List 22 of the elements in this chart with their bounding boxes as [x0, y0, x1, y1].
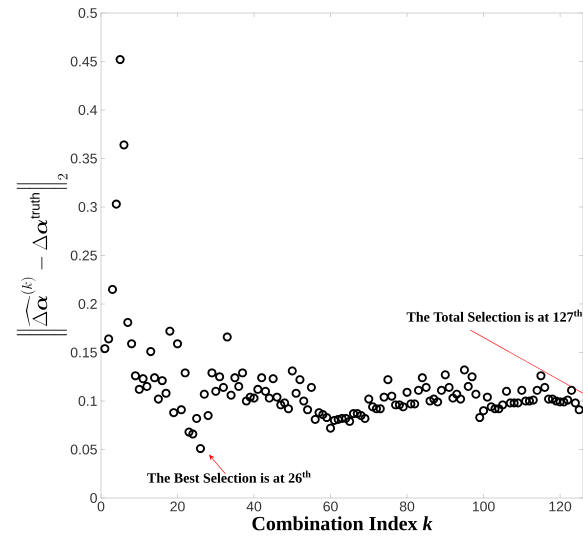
x-tick-label: 100 — [472, 502, 495, 512]
annotation: The Best Selection is at 26$^{th}$ — [147, 470, 311, 483]
y-tick-label: 0.5 — [78, 8, 97, 18]
annotation: The Total Selection is at 127$^{th}$ — [406, 310, 582, 322]
y-tick-label: 0.2 — [78, 299, 97, 309]
y-tick-label: 0.4 — [78, 105, 98, 115]
x-tick-label: 80 — [400, 502, 414, 512]
y-tick-label: 0.35 — [70, 154, 97, 164]
x-tick-label: 40 — [246, 502, 262, 512]
x-tick-label: 20 — [170, 502, 185, 512]
x-tick-label: 0 — [98, 502, 104, 512]
y-axis-title: $\left\|\widehat{\Delta\boldsymbol{\alpha}}^{(k)}-\Delta\boldsymbol{\alpha}^{\mathrm{truth}}\right\|_2$ — [16, 174, 68, 336]
x-axis-title: Combination Index k — [252, 516, 432, 530]
y-tick-label: 0 — [90, 493, 97, 503]
y-tick-label: 0.45 — [70, 56, 97, 66]
y-tick-label: 0.1 — [78, 396, 97, 406]
y-tick-label: 0.3 — [78, 202, 97, 212]
x-tick-label: 120 — [549, 502, 572, 512]
y-tick-label: 0.05 — [70, 444, 97, 454]
y-tick-label: 0.25 — [70, 250, 97, 260]
x-tick-label: 60 — [323, 502, 338, 512]
y-tick-label: 0.15 — [70, 348, 97, 358]
